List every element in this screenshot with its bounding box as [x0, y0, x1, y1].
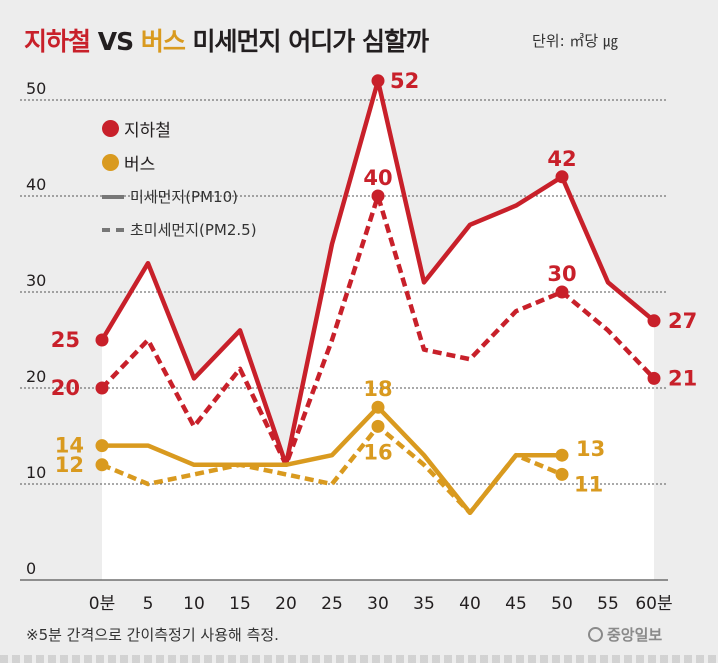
bottom-cut-text	[0, 655, 718, 663]
legend-label-pm10: 미세먼지(PM10)	[130, 188, 238, 206]
title-subway: 지하철	[24, 27, 91, 56]
data-label-subway-dashed-30: 40	[363, 166, 392, 190]
y-tick-label-40: 40	[26, 175, 46, 194]
x-tick-label-10: 10	[183, 594, 205, 614]
data-point-subway-dashed-60	[647, 371, 661, 385]
source-credit: 중앙일보	[588, 624, 662, 645]
data-label-bus-solid-30: 18	[363, 377, 392, 401]
legend-label-bus: 버스	[124, 155, 156, 175]
data-label-subway-solid-30: 52	[390, 69, 419, 93]
data-label-bus-solid-50: 13	[576, 437, 605, 461]
x-tick-label-55: 55	[597, 594, 619, 614]
data-point-subway-solid-0	[95, 333, 109, 347]
y-tick-label-0: 0	[26, 559, 36, 578]
y-tick-label-20: 20	[26, 367, 46, 386]
unit-label: 단위: ㎥당 ㎍	[532, 32, 618, 50]
data-label-subway-dashed-50: 30	[547, 262, 576, 286]
series-line-bus-dashed	[101, 424, 563, 516]
data-point-subway-dashed-30	[371, 189, 385, 203]
x-tick-label-15: 15	[229, 594, 251, 614]
y-tick-label-30: 30	[26, 271, 46, 290]
data-point-bus-solid-50	[555, 448, 569, 462]
source-label: 중앙일보	[607, 626, 663, 644]
data-label-subway-solid-0: 25	[51, 328, 80, 352]
data-label-subway-solid-60: 27	[668, 309, 697, 333]
x-tick-label-45: 45	[505, 594, 527, 614]
legend-label-pm25: 초미세먼지(PM2.5)	[130, 221, 257, 239]
copyright-icon	[588, 627, 603, 642]
red-dot-icon	[102, 120, 119, 137]
data-point-subway-solid-50	[555, 170, 569, 184]
legend-item-subway: 지하철	[102, 116, 171, 141]
data-point-bus-dashed-30	[371, 419, 385, 433]
x-tick-label-40: 40	[459, 594, 481, 614]
legend-item-pm25: 초미세먼지(PM2.5)	[102, 219, 257, 240]
data-point-bus-dashed-50	[555, 467, 569, 481]
x-tick-label-25: 25	[321, 594, 343, 614]
x-tick-label-50: 50	[551, 594, 573, 614]
data-point-subway-solid-60	[647, 314, 661, 328]
x-tick-label-30: 30	[367, 594, 389, 614]
data-label-bus-solid-0: 14	[55, 434, 84, 458]
data-label-subway-dashed-0: 20	[51, 376, 80, 400]
y-tick-label-10: 10	[26, 463, 46, 482]
data-point-bus-dashed-0	[95, 458, 109, 472]
x-tick-label-35: 35	[413, 594, 435, 614]
legend-label-subway: 지하철	[124, 121, 171, 141]
x-tick-label-0: 0분	[89, 594, 115, 614]
data-point-subway-dashed-50	[555, 285, 569, 299]
chart-title: 지하철 VS 버스 미세먼지 어디가 심할까	[24, 22, 429, 58]
x-tick-label-60: 60분	[635, 594, 672, 614]
footnote: ※5분 간격으로 간이측정기 사용해 측정.	[26, 626, 279, 644]
solid-line-icon	[102, 194, 124, 199]
data-point-subway-dashed-0	[95, 381, 109, 395]
data-label-subway-solid-50: 42	[547, 147, 576, 171]
title-rest: 미세먼지 어디가 심할까	[192, 27, 429, 56]
dashed-line-icon	[102, 227, 124, 232]
data-point-bus-solid-0	[95, 439, 109, 453]
data-label-bus-dashed-0: 12	[55, 453, 84, 477]
orange-dot-icon	[102, 154, 119, 171]
y-tick-label-50: 50	[26, 79, 46, 98]
x-tick-label-20: 20	[275, 594, 297, 614]
data-label-subway-dashed-60: 21	[668, 366, 697, 390]
title-vs: VS	[97, 27, 134, 56]
legend-item-pm10: 미세먼지(PM10)	[102, 186, 238, 207]
data-label-bus-dashed-50: 11	[574, 472, 603, 496]
title-bus: 버스	[140, 27, 186, 56]
data-point-subway-solid-30	[371, 74, 385, 88]
x-tick-label-5: 5	[143, 594, 154, 614]
legend-item-bus: 버스	[102, 150, 155, 175]
data-point-bus-solid-30	[371, 400, 385, 414]
data-label-bus-dashed-30: 16	[363, 440, 392, 464]
